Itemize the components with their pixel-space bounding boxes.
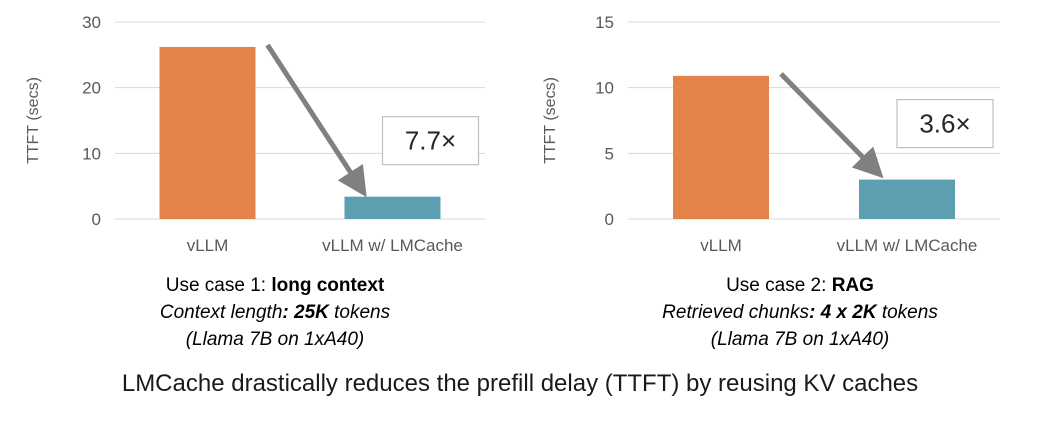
chart-2-caption-line1: Use case 2: RAG: [726, 275, 874, 296]
x-tick-label: vLLM w/ LMCache: [837, 236, 978, 255]
speedup-annotation-box: [896, 98, 994, 149]
bar-2: [859, 179, 955, 219]
bar-1: [159, 46, 256, 219]
bar-2: [344, 196, 441, 219]
chart-2-caption: Use case 2: RAG Retrieved chunks: 4 x 2K…: [600, 272, 1000, 353]
speedup-arrow: [265, 43, 367, 198]
chart-2-caption-line2: Retrieved chunks: 4 x 2K tokens: [662, 302, 938, 323]
speedup-annotation-box: [381, 116, 480, 166]
chart-1-caption-line3: (Llama 7B on 1xA40): [185, 329, 365, 350]
figure-footer: LMCache drastically reduces the prefill …: [121, 370, 919, 397]
y-tick-label: 10: [595, 79, 614, 98]
chart-1-caption-line2: Context length: 25K tokens: [159, 302, 391, 323]
charts-canvas: 0 10 20 30 TTFT (secs) vLLM vLLM w/ LMCache 7.7…: [25, 13, 1000, 255]
chart-2: 0 5 10 15 TTFT (secs) vLLM vLLM w/ LMCache 3.6×: [542, 13, 1000, 255]
y-tick-label: 0: [605, 210, 614, 229]
speedup-annotation: 7.7×: [405, 126, 456, 156]
y-tick-label: 10: [82, 144, 101, 163]
y-tick-label: 20: [82, 79, 101, 98]
chart-2-caption-line3: (Llama 7B on 1xA40): [710, 329, 890, 350]
x-tick-label: vLLM: [187, 236, 229, 255]
speedup-annotation: 3.6×: [919, 109, 970, 139]
speedup-arrow: [779, 72, 884, 179]
y-tick-label: 0: [92, 210, 101, 229]
chart-1-caption: Use case 1: long context Context length:…: [75, 272, 475, 353]
chart-1-caption-line1: Use case 1: long context: [165, 275, 385, 296]
y-axis-label: TTFT (secs): [542, 77, 559, 164]
y-axis-label: TTFT (secs): [25, 77, 42, 164]
y-tick-label: 5: [605, 144, 614, 163]
y-tick-label: 15: [595, 13, 614, 32]
bar-1: [673, 75, 769, 219]
y-tick-label: 30: [82, 13, 101, 32]
x-tick-label: vLLM w/ LMCache: [322, 236, 463, 255]
x-tick-label: vLLM: [700, 236, 742, 255]
chart-1: 0 10 20 30 TTFT (secs) vLLM vLLM w/ LMCache 7.7…: [25, 13, 485, 255]
